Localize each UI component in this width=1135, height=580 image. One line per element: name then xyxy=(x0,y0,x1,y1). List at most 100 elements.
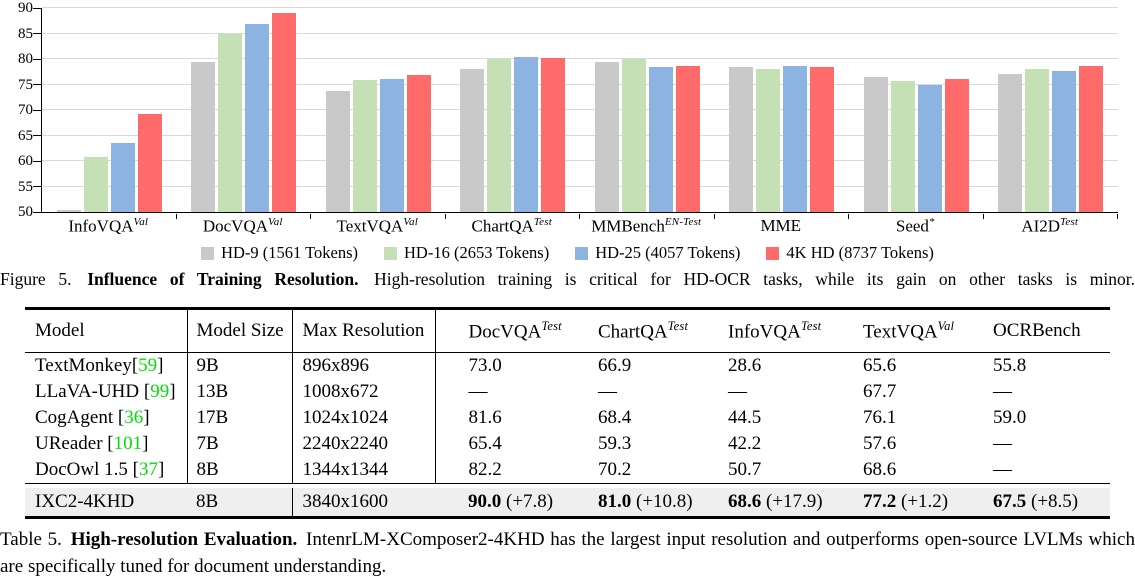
gridline xyxy=(42,109,1118,110)
bar xyxy=(325,90,350,212)
score-cell: 90.0 (+7.8) xyxy=(468,491,554,512)
score-cell: — xyxy=(993,459,1012,480)
citation-number: 101 xyxy=(113,433,143,454)
x-tick xyxy=(848,214,849,219)
bar-group xyxy=(311,8,446,212)
column-header-text: Max Resolution xyxy=(302,320,425,341)
score-cell: 77.2 (+1.2) xyxy=(863,491,949,512)
model-cell: CogAgent [36] xyxy=(25,405,188,431)
bar-groups xyxy=(42,8,1118,212)
model-size-cell: 7B xyxy=(187,431,293,457)
column-header: OCRBench xyxy=(960,308,1110,353)
bar xyxy=(594,62,619,212)
y-tick xyxy=(33,211,41,213)
x-category-superscript: Val xyxy=(268,216,283,228)
column-header: TextVQAVal xyxy=(830,308,960,353)
y-tick-label: 75 xyxy=(18,76,33,93)
evaluation-table: Model Model Size Max Resolution DocVQATest C… xyxy=(25,307,1110,519)
max-resolution-cell: 1024x1024 xyxy=(292,405,436,431)
x-category-name: AI2D xyxy=(1021,216,1061,236)
score-cell: 66.9 xyxy=(598,355,632,376)
y-tick xyxy=(33,109,41,111)
x-category-superscript: Test xyxy=(533,216,552,228)
y-axis: 50 55 60 65 70 75 80 85 90 xyxy=(0,0,33,220)
citation-number: 36 xyxy=(124,407,144,428)
score-cell: 67.5 (+8.5) xyxy=(993,491,1079,512)
x-tick xyxy=(982,214,984,219)
model-size-cell: 13B xyxy=(187,379,293,405)
figure-caption-label: Figure 5. xyxy=(0,269,72,289)
score-cell: 42.2 xyxy=(728,433,762,454)
score-value: 67.5 xyxy=(993,491,1027,512)
separator-cell xyxy=(25,483,1110,488)
bar xyxy=(810,67,835,212)
x-category-label: MMBenchEN-Test xyxy=(579,216,714,237)
legend-swatch xyxy=(766,246,780,260)
score-value: 68.6 xyxy=(728,491,762,512)
column-header-text: Model Size xyxy=(196,320,284,341)
column-header: ChartQATest xyxy=(565,308,695,353)
score-cell: 81.6 xyxy=(468,407,502,428)
gridline xyxy=(42,7,1118,8)
x-category-superscript: EN-Test xyxy=(664,216,702,228)
score-cell: 70.2 xyxy=(598,459,632,480)
score-cell: 28.6 xyxy=(728,355,762,376)
x-tick xyxy=(713,214,715,219)
chart-legend: HD-9 (1561 Tokens) HD-16 (2653 Tokens) HD-… xyxy=(0,243,1135,263)
legend-label: 4K HD (8737 Tokens) xyxy=(786,243,934,262)
bar-group xyxy=(42,8,177,212)
score-cell: 82.2 xyxy=(468,459,502,480)
x-category-label: MME xyxy=(714,216,849,237)
separator-row xyxy=(25,483,1110,488)
y-tick xyxy=(33,7,41,9)
y-tick-label: 85 xyxy=(18,25,33,42)
model-size-cell: 8B xyxy=(187,488,293,518)
bar xyxy=(729,67,754,212)
bar xyxy=(83,156,108,212)
x-tick xyxy=(310,214,311,219)
model-cell: UReader [101] xyxy=(25,431,188,457)
bar xyxy=(406,74,431,212)
bar xyxy=(783,65,808,212)
bar xyxy=(514,57,539,212)
figure-caption-text: High-resolution training is critical for… xyxy=(374,269,1135,289)
column-header-text: InfoVQA xyxy=(728,321,801,343)
table-row: CogAgent [36] 17B 1024x1024 81.6 68.4 44.5 76.… xyxy=(25,405,1110,431)
bar xyxy=(648,67,673,212)
y-tick-label: 60 xyxy=(18,153,33,169)
score-cell: 67.7 xyxy=(863,381,897,402)
legend-label: HD-9 (1561 Tokens) xyxy=(221,243,359,262)
column-header-superscript: Test xyxy=(541,318,562,333)
score-cell: 59.0 xyxy=(993,407,1027,428)
bar xyxy=(890,81,915,212)
column-header-text: ChartQA xyxy=(598,321,668,343)
x-category-superscript: Val xyxy=(133,216,149,228)
model-cell: LLaVA-UHD [99] xyxy=(25,379,188,405)
gridline xyxy=(42,83,1118,85)
legend-item: HD-25 (4057 Tokens) xyxy=(575,243,740,263)
max-resolution-cell: 2240x2240 xyxy=(292,431,436,457)
bar xyxy=(541,57,566,212)
citation-number: 59 xyxy=(138,355,158,376)
column-header-superscript: Test xyxy=(800,318,822,333)
bar xyxy=(272,13,297,212)
max-resolution-cell: 896x896 xyxy=(292,352,436,379)
column-header-text: Model xyxy=(35,320,85,341)
bar xyxy=(218,33,243,212)
legend-label: HD-16 (2653 Tokens) xyxy=(404,243,550,262)
bar-group xyxy=(984,8,1119,212)
y-tick-label: 55 xyxy=(18,178,33,195)
x-tick xyxy=(444,214,446,219)
table-caption-text: IntenrLM-XComposer2-4KHD has the largest… xyxy=(0,529,1135,577)
score-value: 81.0 xyxy=(598,491,632,512)
x-category-label: AI2DTest xyxy=(983,216,1118,237)
table-row: DocOwl 1.5 [37] 8B 1344x1344 82.2 70.2 50.7 68… xyxy=(25,457,1110,484)
score-cell: 81.0 (+10.8) xyxy=(598,491,693,512)
table-row: UReader [101] 7B 2240x2240 65.4 59.3 42.2 57.6… xyxy=(25,431,1110,457)
legend-item: 4K HD (8737 Tokens) xyxy=(766,243,934,263)
score-cell: — xyxy=(993,433,1012,454)
legend-swatch xyxy=(201,246,215,260)
bar xyxy=(460,69,485,212)
x-tick xyxy=(1117,214,1118,219)
model-cell: IXC2-4KHD xyxy=(35,491,135,512)
